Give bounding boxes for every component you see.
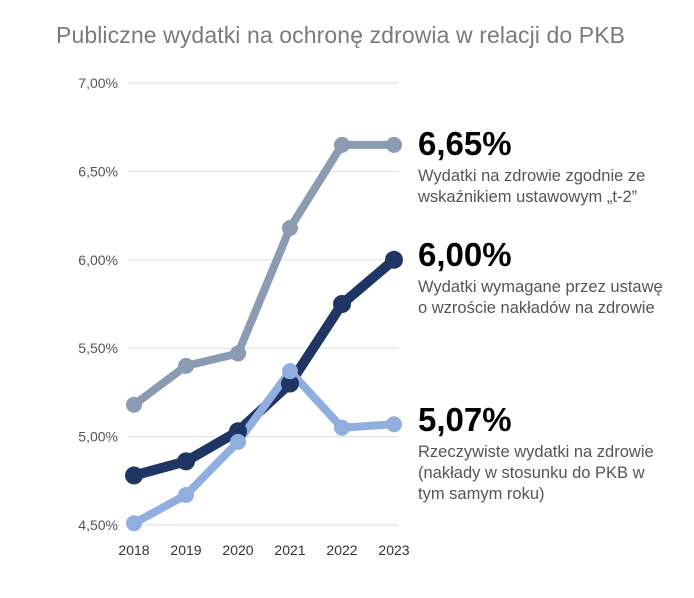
series-line	[130, 140, 398, 409]
y-axis-labels: 4,50% 5,00% 5,50% 6,00% 6,50% 7,00%	[78, 75, 118, 533]
data-point	[177, 452, 195, 471]
annotation-value: 6,65%	[418, 125, 512, 162]
y-tick-label: 4,50%	[78, 517, 118, 533]
data-point	[126, 396, 142, 413]
data-point	[333, 295, 351, 313]
y-tick-label: 6,00%	[78, 252, 118, 268]
data-point	[386, 416, 402, 433]
data-point	[281, 374, 299, 393]
x-tick-label: 2020	[222, 542, 253, 558]
data-point	[178, 486, 194, 503]
data-point	[334, 419, 350, 436]
data-point	[230, 433, 246, 450]
y-tick-label: 6,50%	[78, 163, 118, 179]
annotation-text: Wydatki na zdrowie zgodnie ze wskaźnikie…	[418, 167, 646, 206]
annotation-actual: 5,07% Rzeczywiste wydatki na zdrowie (na…	[418, 402, 654, 505]
annotation-text: Wydatki wymagane przez ustawę o wzroście…	[418, 278, 663, 317]
data-point	[230, 345, 246, 362]
annotation-statutory: 6,65% Wydatki na zdrowie zgodnie ze wska…	[418, 126, 645, 208]
data-point	[334, 136, 350, 153]
chart-title: Publiczne wydatki na ochronę zdrowia w r…	[56, 22, 626, 48]
y-tick-label: 5,00%	[78, 429, 118, 445]
x-tick-label: 2022	[326, 542, 357, 558]
annotation-value: 5,07%	[418, 401, 512, 438]
data-point	[282, 363, 298, 380]
y-tick-label: 5,50%	[78, 340, 118, 356]
x-tick-label: 2021	[274, 542, 305, 558]
y-tick-label: 7,00%	[78, 75, 118, 91]
x-axis-labels: 2018 2019 2020 2021 2022 2023	[118, 542, 409, 558]
data-point	[282, 219, 298, 236]
series-points	[125, 136, 403, 532]
data-point	[385, 250, 403, 269]
gridlines	[128, 82, 398, 526]
x-tick-label: 2018	[118, 542, 149, 558]
data-point	[178, 357, 194, 374]
annotation-value: 6,00%	[418, 236, 512, 273]
data-point	[126, 515, 142, 532]
data-point	[125, 466, 143, 485]
data-point	[386, 136, 402, 153]
x-tick-label: 2023	[378, 542, 409, 558]
x-tick-label: 2019	[170, 542, 201, 558]
series-lines	[129, 140, 399, 528]
series-line	[130, 367, 398, 528]
annotation-text: Rzeczywiste wydatki na zdrowie (nakłady …	[418, 443, 654, 503]
annotation-required: 6,00% Wydatki wymagane przez ustawę o wz…	[418, 237, 663, 319]
